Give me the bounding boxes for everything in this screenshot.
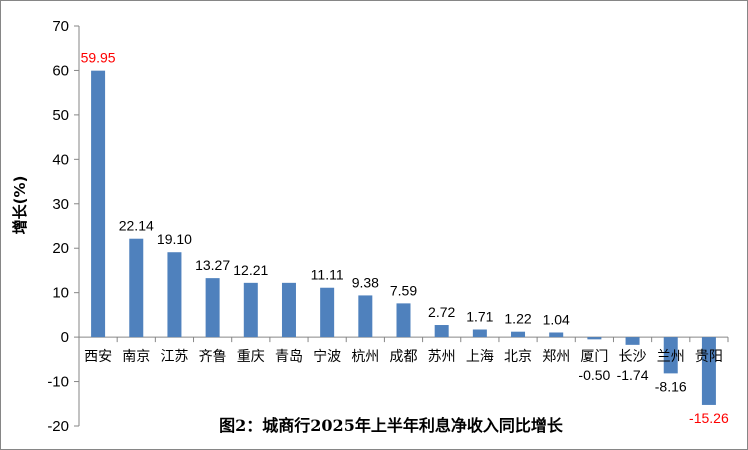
bar-北京	[511, 331, 526, 338]
data-label: 13.27	[195, 257, 230, 273]
category-label: 北京	[504, 349, 532, 365]
category-label: 重庆	[237, 349, 265, 365]
data-label: 1.04	[543, 311, 570, 327]
bar-成都	[396, 303, 411, 338]
category-label: 江苏	[160, 349, 188, 365]
bar-长沙	[625, 337, 640, 345]
y-tick-label: -20	[47, 418, 69, 435]
data-label: 2.72	[428, 304, 455, 320]
bar-江苏	[167, 252, 182, 338]
data-label: 7.59	[390, 282, 417, 298]
y-axis-label: 增长(%)	[11, 176, 29, 235]
data-label: 22.14	[119, 218, 154, 234]
bar-西安	[91, 70, 106, 338]
category-label: 西安	[84, 349, 112, 365]
category-label: 长沙	[619, 349, 647, 365]
bar-南京	[129, 238, 144, 338]
category-label: 宁波	[313, 348, 341, 365]
category-label: 郑州	[542, 349, 570, 365]
data-label: 12.21	[233, 262, 268, 278]
y-tick-label: 50	[52, 107, 69, 124]
y-tick-label: 0	[61, 329, 69, 346]
bar-兰州	[663, 337, 678, 374]
category-label: 青岛	[275, 349, 303, 365]
data-label: -15.26	[689, 410, 729, 426]
bar-青岛	[281, 282, 296, 338]
bar-杭州	[358, 295, 373, 338]
category-label: 杭州	[351, 349, 379, 365]
category-label: 苏州	[428, 349, 456, 365]
data-label: 1.71	[466, 309, 493, 325]
y-tick-label: 70	[52, 18, 69, 35]
data-label: 9.38	[352, 274, 379, 290]
data-label: 19.10	[157, 231, 192, 247]
data-label: 1.22	[504, 311, 531, 327]
data-label: -8.16	[655, 378, 687, 394]
data-label: 59.95	[81, 50, 116, 66]
data-label: -1.74	[617, 367, 649, 383]
y-tick-label: 10	[52, 285, 69, 302]
chart-title: 图2：城商行2025年上半年利息净收入同比增长	[219, 416, 564, 435]
category-label: 上海	[466, 349, 494, 365]
y-tick-label: 40	[52, 151, 69, 168]
data-label: 11.11	[311, 267, 344, 283]
category-label: 厦门	[580, 349, 608, 365]
category-label: 兰州	[657, 349, 685, 365]
y-tick-label: 20	[52, 240, 69, 257]
category-label: 贵阳	[695, 349, 723, 365]
category-label: 南京	[122, 349, 150, 365]
bar-重庆	[243, 282, 258, 338]
bar-齐鲁	[205, 278, 220, 338]
bar-郑州	[549, 332, 564, 338]
category-label: 成都	[390, 349, 418, 365]
bar-苏州	[434, 325, 449, 338]
bar-贵阳	[701, 337, 716, 405]
y-tick-label: 60	[52, 62, 69, 79]
data-label: -0.50	[578, 367, 610, 383]
category-label: 齐鲁	[199, 349, 227, 365]
bar-宁波	[320, 287, 335, 338]
bar-厦门	[587, 337, 602, 340]
y-tick-label: -10	[47, 374, 69, 391]
bar-上海	[472, 329, 487, 338]
y-tick-label: 30	[52, 196, 69, 213]
